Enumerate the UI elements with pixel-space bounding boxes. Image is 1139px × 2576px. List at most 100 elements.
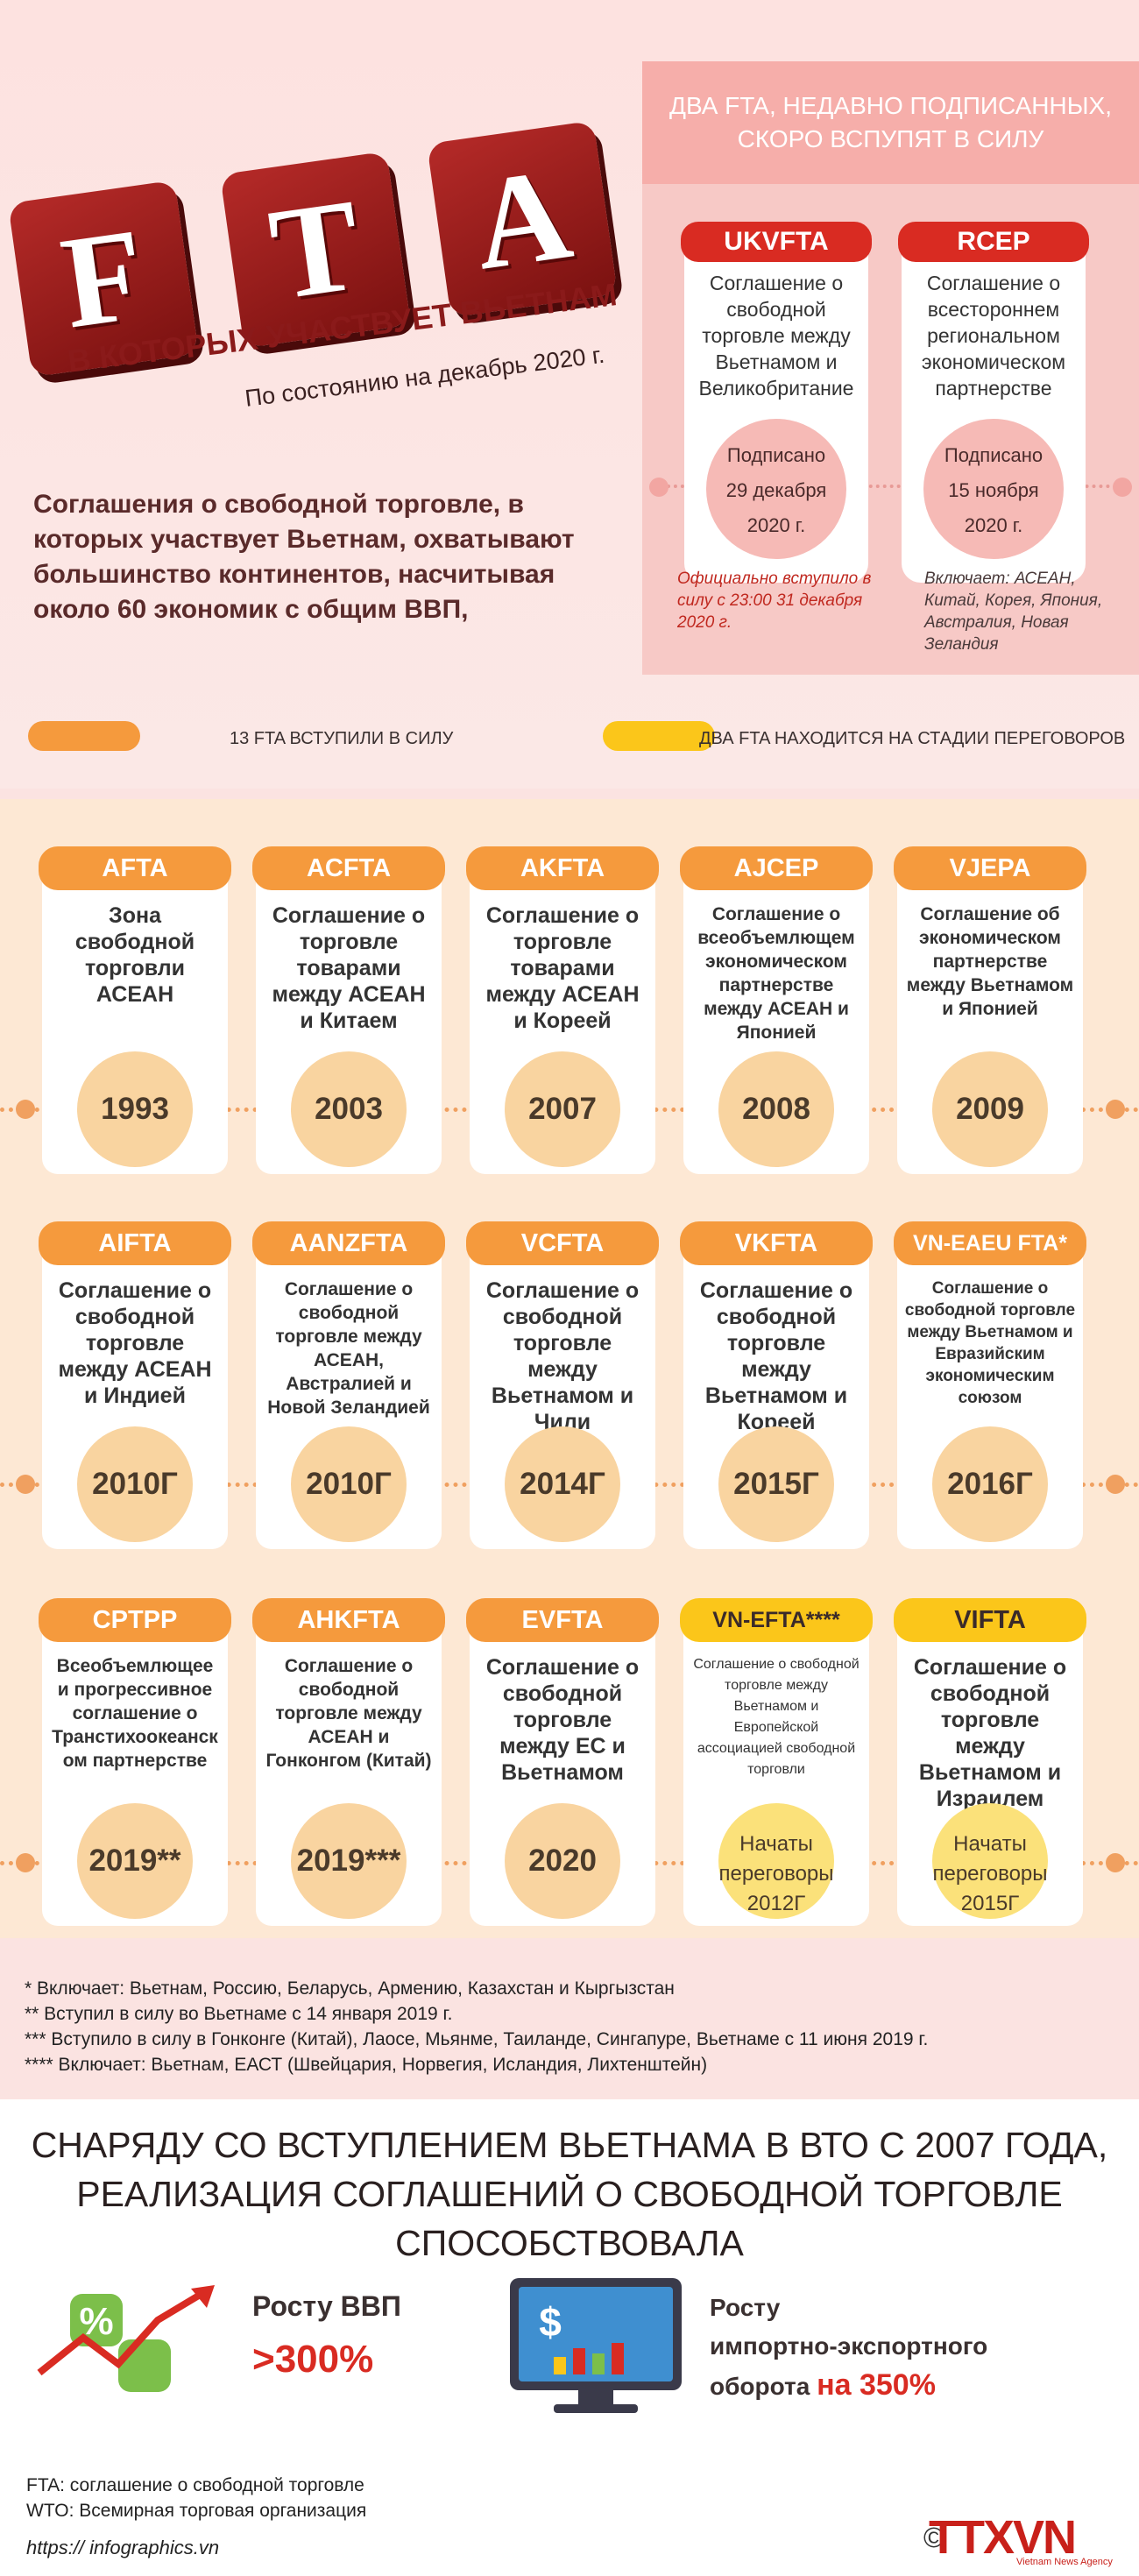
legend-in-force-swatch bbox=[28, 721, 140, 751]
agreement-card: VKFTA Соглашение о свободной торговле меж… bbox=[680, 1221, 873, 1549]
timeline-dot bbox=[1106, 1100, 1125, 1119]
timeline-dot bbox=[1106, 1853, 1125, 1872]
timeline-dot bbox=[1113, 478, 1132, 497]
agreement-year: 2010Г bbox=[77, 1426, 193, 1542]
timeline-dot bbox=[1106, 1475, 1125, 1494]
agreement-year: 2019*** bbox=[291, 1803, 407, 1919]
agreement-card: AANZFTA Соглашение о свободной торговле м… bbox=[252, 1221, 445, 1549]
percent-top-tile bbox=[70, 2294, 123, 2346]
recent-note-ukvfta: Официально вступило в силу с 23:00 31 де… bbox=[677, 570, 872, 632]
agreement-code: ACFTA bbox=[252, 846, 445, 890]
agreement-card: VIFTA Соглашение о свободной торговле меж… bbox=[894, 1598, 1086, 1926]
signed-year: 2020 г. bbox=[746, 514, 806, 536]
signed-label: Подписано bbox=[944, 444, 1043, 466]
growth-arrow-head bbox=[191, 2285, 215, 2308]
glossary-wto: WTO: Всемирная торговая организация bbox=[26, 2501, 367, 2521]
screen-bar bbox=[612, 2343, 624, 2374]
agreement-description: Соглашение о свободной торговле между ЕС… bbox=[485, 1655, 640, 1785]
agreement-card: AKFTA Соглашение о торговле товарами межд… bbox=[466, 846, 659, 1174]
signed-date: 15 ноября bbox=[948, 479, 1039, 501]
dollar-icon: $ bbox=[539, 2299, 562, 2345]
agreement-code: VCFTA bbox=[466, 1221, 659, 1265]
agreement-card: VJEPA Соглашение об экономическом партнер… bbox=[894, 846, 1086, 1174]
growth-arrow-line bbox=[37, 2290, 204, 2376]
agreement-card: AFTA Зона свободной торговли АСЕАН 1993 bbox=[39, 846, 231, 1174]
agreement-year: 2019** bbox=[77, 1803, 193, 1919]
recent-date-rcep: Подписано 15 ноября 2020 г. bbox=[923, 419, 1064, 559]
recent-note-rcep: Включает: АСЕАН, Китай, Корея, Япония, А… bbox=[924, 570, 1103, 654]
ttxvn-logo: TTXVN bbox=[929, 2511, 1077, 2564]
recent-timeline bbox=[660, 485, 1124, 488]
agreement-code: AANZFTA bbox=[252, 1221, 445, 1265]
screen-bar bbox=[573, 2348, 585, 2374]
agreement-description: Соглашение о свободной торговле между Вь… bbox=[913, 1655, 1067, 1811]
trade-label-line: оборота на 350% bbox=[710, 2368, 936, 2402]
recent-desc-ukvfta: Соглашение о свободной торговле между Вь… bbox=[698, 272, 854, 400]
gdp-label: Росту ВВП bbox=[252, 2290, 401, 2322]
ttxvn-logo-sub: Vietnam News Agency bbox=[1016, 2557, 1113, 2567]
agreement-year: 2020 bbox=[505, 1803, 620, 1919]
agreement-description: Соглашение о свободной торговле между Вь… bbox=[904, 1279, 1076, 1407]
agreement-card: AJCEP Соглашение о всеобъемлющем экономич… bbox=[680, 846, 873, 1174]
legend: 13 FTA ВСТУПИЛИ В СИЛУ ДВА FTA НАХОДИТСЯ… bbox=[0, 708, 1139, 787]
gdp-growth-icon: % bbox=[37, 2285, 215, 2392]
agreement-year: 2015Г bbox=[718, 1426, 834, 1542]
screen-bar bbox=[592, 2353, 605, 2374]
agreement-year: 2007 bbox=[505, 1051, 620, 1167]
agreement-year: 1993 bbox=[77, 1051, 193, 1167]
agreement-description: Соглашение о торговле товарами между АСЕ… bbox=[485, 903, 640, 1033]
agreement-card: VN-EAEU FTA* Соглашение о свободной торго… bbox=[894, 1221, 1086, 1549]
recent-desc-rcep: Соглашение о всестороннем региональном э… bbox=[921, 272, 1066, 400]
signed-year: 2020 г. bbox=[964, 514, 1023, 536]
agreement-code: AKFTA bbox=[466, 846, 659, 890]
agreement-code: VIFTA bbox=[894, 1598, 1086, 1642]
agreement-card: VCFTA Соглашение о свободной торговле меж… bbox=[466, 1221, 659, 1549]
footnote: **** Включает: Вьетнам, ЕАСТ (Швейцария,… bbox=[25, 2055, 708, 2075]
agreement-card: CPTPP Всеобъемлющее и прогрессивное согла… bbox=[39, 1598, 231, 1926]
agreement-description: Соглашение об экономическом партнерстве … bbox=[906, 904, 1074, 1019]
agreement-code: AFTA bbox=[39, 846, 231, 890]
agreement-code: AHKFTA bbox=[252, 1598, 445, 1642]
footnote: ** Вступил в силу во Вьетнаме с 14 январ… bbox=[25, 2004, 453, 2024]
agreement-description: Соглашение о свободной торговле между АС… bbox=[267, 1279, 430, 1418]
timeline-dot bbox=[16, 1475, 35, 1494]
agreement-card: ACFTA Соглашение о торговле товарами межд… bbox=[252, 846, 445, 1174]
agreement-description: Соглашение о всеобъемлющем экономическом… bbox=[697, 904, 855, 1043]
copyright-icon: © bbox=[923, 2522, 944, 2553]
agreement-code: VJEPA bbox=[894, 846, 1086, 890]
trade-monitor-icon: $ bbox=[510, 2278, 682, 2413]
agreement-year: Начаты переговоры 2012Г bbox=[718, 1803, 834, 1919]
percent-bottom-tile bbox=[118, 2339, 171, 2392]
recent-tab-ukvfta: UKVFTA bbox=[681, 222, 872, 262]
trade-label-line: импортно-экспортного bbox=[710, 2332, 988, 2360]
footnote: *** Вступило в силу в Гонконге (Китай), … bbox=[25, 2029, 929, 2049]
signed-date: 29 декабря bbox=[725, 479, 827, 501]
agreement-year: 2008 bbox=[718, 1051, 834, 1167]
gdp-value: >300% bbox=[252, 2338, 374, 2381]
agreement-year: 2014Г bbox=[505, 1426, 620, 1542]
agreement-card: EVFTA Соглашение о свободной торговле меж… bbox=[466, 1598, 659, 1926]
recent-fta-panel: ДВА FTA, НЕДАВНО ПОДПИСАННЫХ, СКОРО ВСПУ… bbox=[642, 61, 1139, 675]
legend-in-force-label: 13 FTA ВСТУПИЛИ В СИЛУ bbox=[230, 729, 454, 748]
monitor-base bbox=[554, 2404, 638, 2413]
recent-fta-heading: ДВА FTA, НЕДАВНО ПОДПИСАННЫХ, СКОРО ВСПУ… bbox=[642, 61, 1139, 184]
trade-value: на 350% bbox=[817, 2368, 936, 2402]
agreement-code: VN-EFTA**** bbox=[680, 1598, 873, 1642]
agreement-year: 2010Г bbox=[291, 1426, 407, 1542]
agreement-description: Соглашение о свободной торговле между АС… bbox=[265, 1656, 432, 1771]
legend-negotiating-swatch bbox=[603, 721, 715, 751]
percent-icon: % bbox=[79, 2300, 113, 2343]
timeline-dot bbox=[16, 1853, 35, 1872]
agreement-year: Начаты переговоры 2015Г bbox=[932, 1803, 1048, 1919]
recent-date-ukvfta: Подписано 29 декабря 2020 г. bbox=[706, 419, 846, 559]
summary-heading: СНАРЯДУ СО ВСТУПЛЕНИЕМ ВЬЕТНАМА В ВТО С … bbox=[31, 2125, 1108, 2263]
intro-text: Соглашения о свободной торговле, в котор… bbox=[33, 490, 575, 624]
agreement-year: 2003 bbox=[291, 1051, 407, 1167]
legend-negotiating-label: ДВА FTA НАХОДИТСЯ НА СТАДИИ ПЕРЕГОВОРОВ bbox=[699, 729, 1126, 748]
agreement-year: 2016Г bbox=[932, 1426, 1048, 1542]
trade-label-line: Росту bbox=[710, 2294, 781, 2321]
agreement-code: VN-EAEU FTA* bbox=[894, 1221, 1086, 1265]
agreement-card: VN-EFTA**** Соглашение о свободной торгов… bbox=[680, 1598, 873, 1926]
site-link[interactable]: https:// infographics.vn bbox=[26, 2537, 220, 2558]
screen-bar bbox=[554, 2357, 566, 2374]
